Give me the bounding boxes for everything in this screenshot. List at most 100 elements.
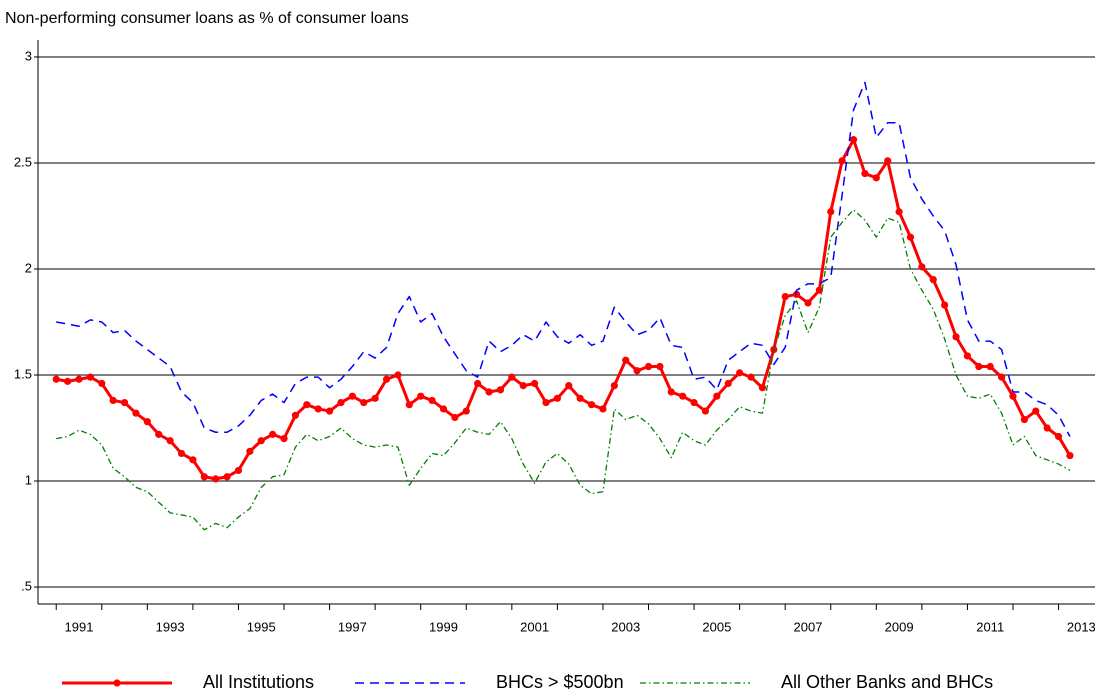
- data-point: [451, 413, 459, 422]
- y-tick-label: .5: [21, 578, 32, 593]
- data-point: [417, 392, 425, 400]
- data-point: [644, 362, 653, 371]
- data-point: [963, 352, 972, 360]
- legend-label: BHCs > $500bn: [496, 672, 624, 692]
- legend-marker: [113, 679, 121, 687]
- data-point: [792, 290, 801, 299]
- data-point: [747, 373, 755, 381]
- data-point: [325, 407, 334, 415]
- data-point: [485, 388, 493, 396]
- data-point: [462, 407, 470, 415]
- chart-title: Non-performing consumer loans as % of co…: [5, 10, 409, 27]
- x-tick-label: 1991: [65, 619, 94, 634]
- data-point: [975, 362, 983, 371]
- data-point: [701, 407, 710, 415]
- data-point: [86, 373, 94, 381]
- data-point: [1009, 392, 1017, 400]
- legend-label: All Institutions: [203, 672, 314, 692]
- data-point: [508, 373, 516, 381]
- data-point: [952, 333, 960, 341]
- y-tick-label: 2.5: [14, 154, 32, 169]
- series-line: [56, 208, 1071, 531]
- x-tick-label: 2009: [885, 619, 914, 634]
- data-point: [884, 157, 892, 165]
- data-point: [804, 299, 812, 307]
- data-point: [906, 233, 915, 241]
- series-line: [56, 81, 1071, 437]
- data-point: [1066, 451, 1074, 460]
- data-point: [109, 396, 117, 405]
- x-tick-label: 2013: [1067, 619, 1096, 634]
- data-point: [189, 456, 197, 464]
- x-tick-label: 2001: [520, 619, 549, 634]
- data-point: [291, 411, 300, 419]
- data-point: [64, 377, 72, 385]
- data-point: [622, 356, 630, 364]
- data-point: [542, 398, 550, 407]
- data-point: [849, 136, 858, 144]
- data-point: [724, 379, 732, 388]
- data-point: [861, 169, 869, 178]
- data-point: [713, 392, 721, 400]
- data-point: [166, 437, 174, 445]
- data-point: [1054, 432, 1063, 441]
- data-point: [360, 398, 368, 407]
- data-point: [155, 430, 163, 438]
- data-point: [553, 394, 561, 402]
- data-point: [496, 386, 505, 394]
- data-point: [656, 362, 664, 371]
- x-tick-label: 2003: [611, 619, 640, 634]
- data-point: [736, 369, 744, 377]
- data-point: [690, 398, 698, 407]
- y-tick-label: 1: [25, 472, 32, 487]
- data-point: [587, 401, 596, 409]
- data-point: [314, 405, 322, 413]
- legend-label: All Other Banks and BHCs: [781, 672, 993, 692]
- data-point: [599, 405, 607, 413]
- data-point: [667, 388, 675, 396]
- data-point: [212, 475, 220, 483]
- data-point: [565, 382, 573, 390]
- data-point: [52, 375, 60, 383]
- data-point: [758, 384, 767, 392]
- data-point: [132, 409, 140, 417]
- data-point: [633, 367, 641, 375]
- x-tick-label: 1999: [429, 619, 458, 634]
- data-point: [337, 398, 345, 407]
- data-point: [98, 379, 106, 388]
- data-point: [269, 430, 277, 438]
- x-tick-label: 2005: [702, 619, 731, 634]
- data-point: [348, 392, 356, 400]
- x-tick-label: 2011: [976, 619, 1004, 634]
- data-point: [257, 437, 265, 445]
- data-point: [941, 301, 949, 309]
- data-point: [531, 379, 539, 388]
- data-point: [1043, 424, 1051, 432]
- data-point: [177, 449, 186, 458]
- data-point: [838, 157, 846, 165]
- data-point: [280, 435, 288, 443]
- data-point: [895, 208, 903, 216]
- data-point: [405, 401, 413, 409]
- data-point: [120, 398, 129, 407]
- x-tick-label: 1997: [338, 619, 367, 634]
- data-point: [474, 379, 482, 388]
- data-point: [519, 382, 527, 390]
- data-point: [439, 405, 448, 413]
- data-point: [986, 362, 994, 371]
- data-point: [394, 371, 402, 379]
- y-tick-label: 2: [25, 260, 32, 275]
- x-tick-label: 2007: [794, 619, 823, 634]
- data-point: [223, 473, 231, 481]
- data-point: [246, 447, 254, 455]
- data-point: [998, 373, 1006, 381]
- data-point: [610, 382, 618, 390]
- data-point: [371, 394, 379, 402]
- data-point: [576, 394, 584, 402]
- data-point: [1020, 415, 1028, 424]
- data-point: [303, 401, 311, 409]
- data-point: [872, 174, 880, 182]
- data-point: [679, 392, 687, 400]
